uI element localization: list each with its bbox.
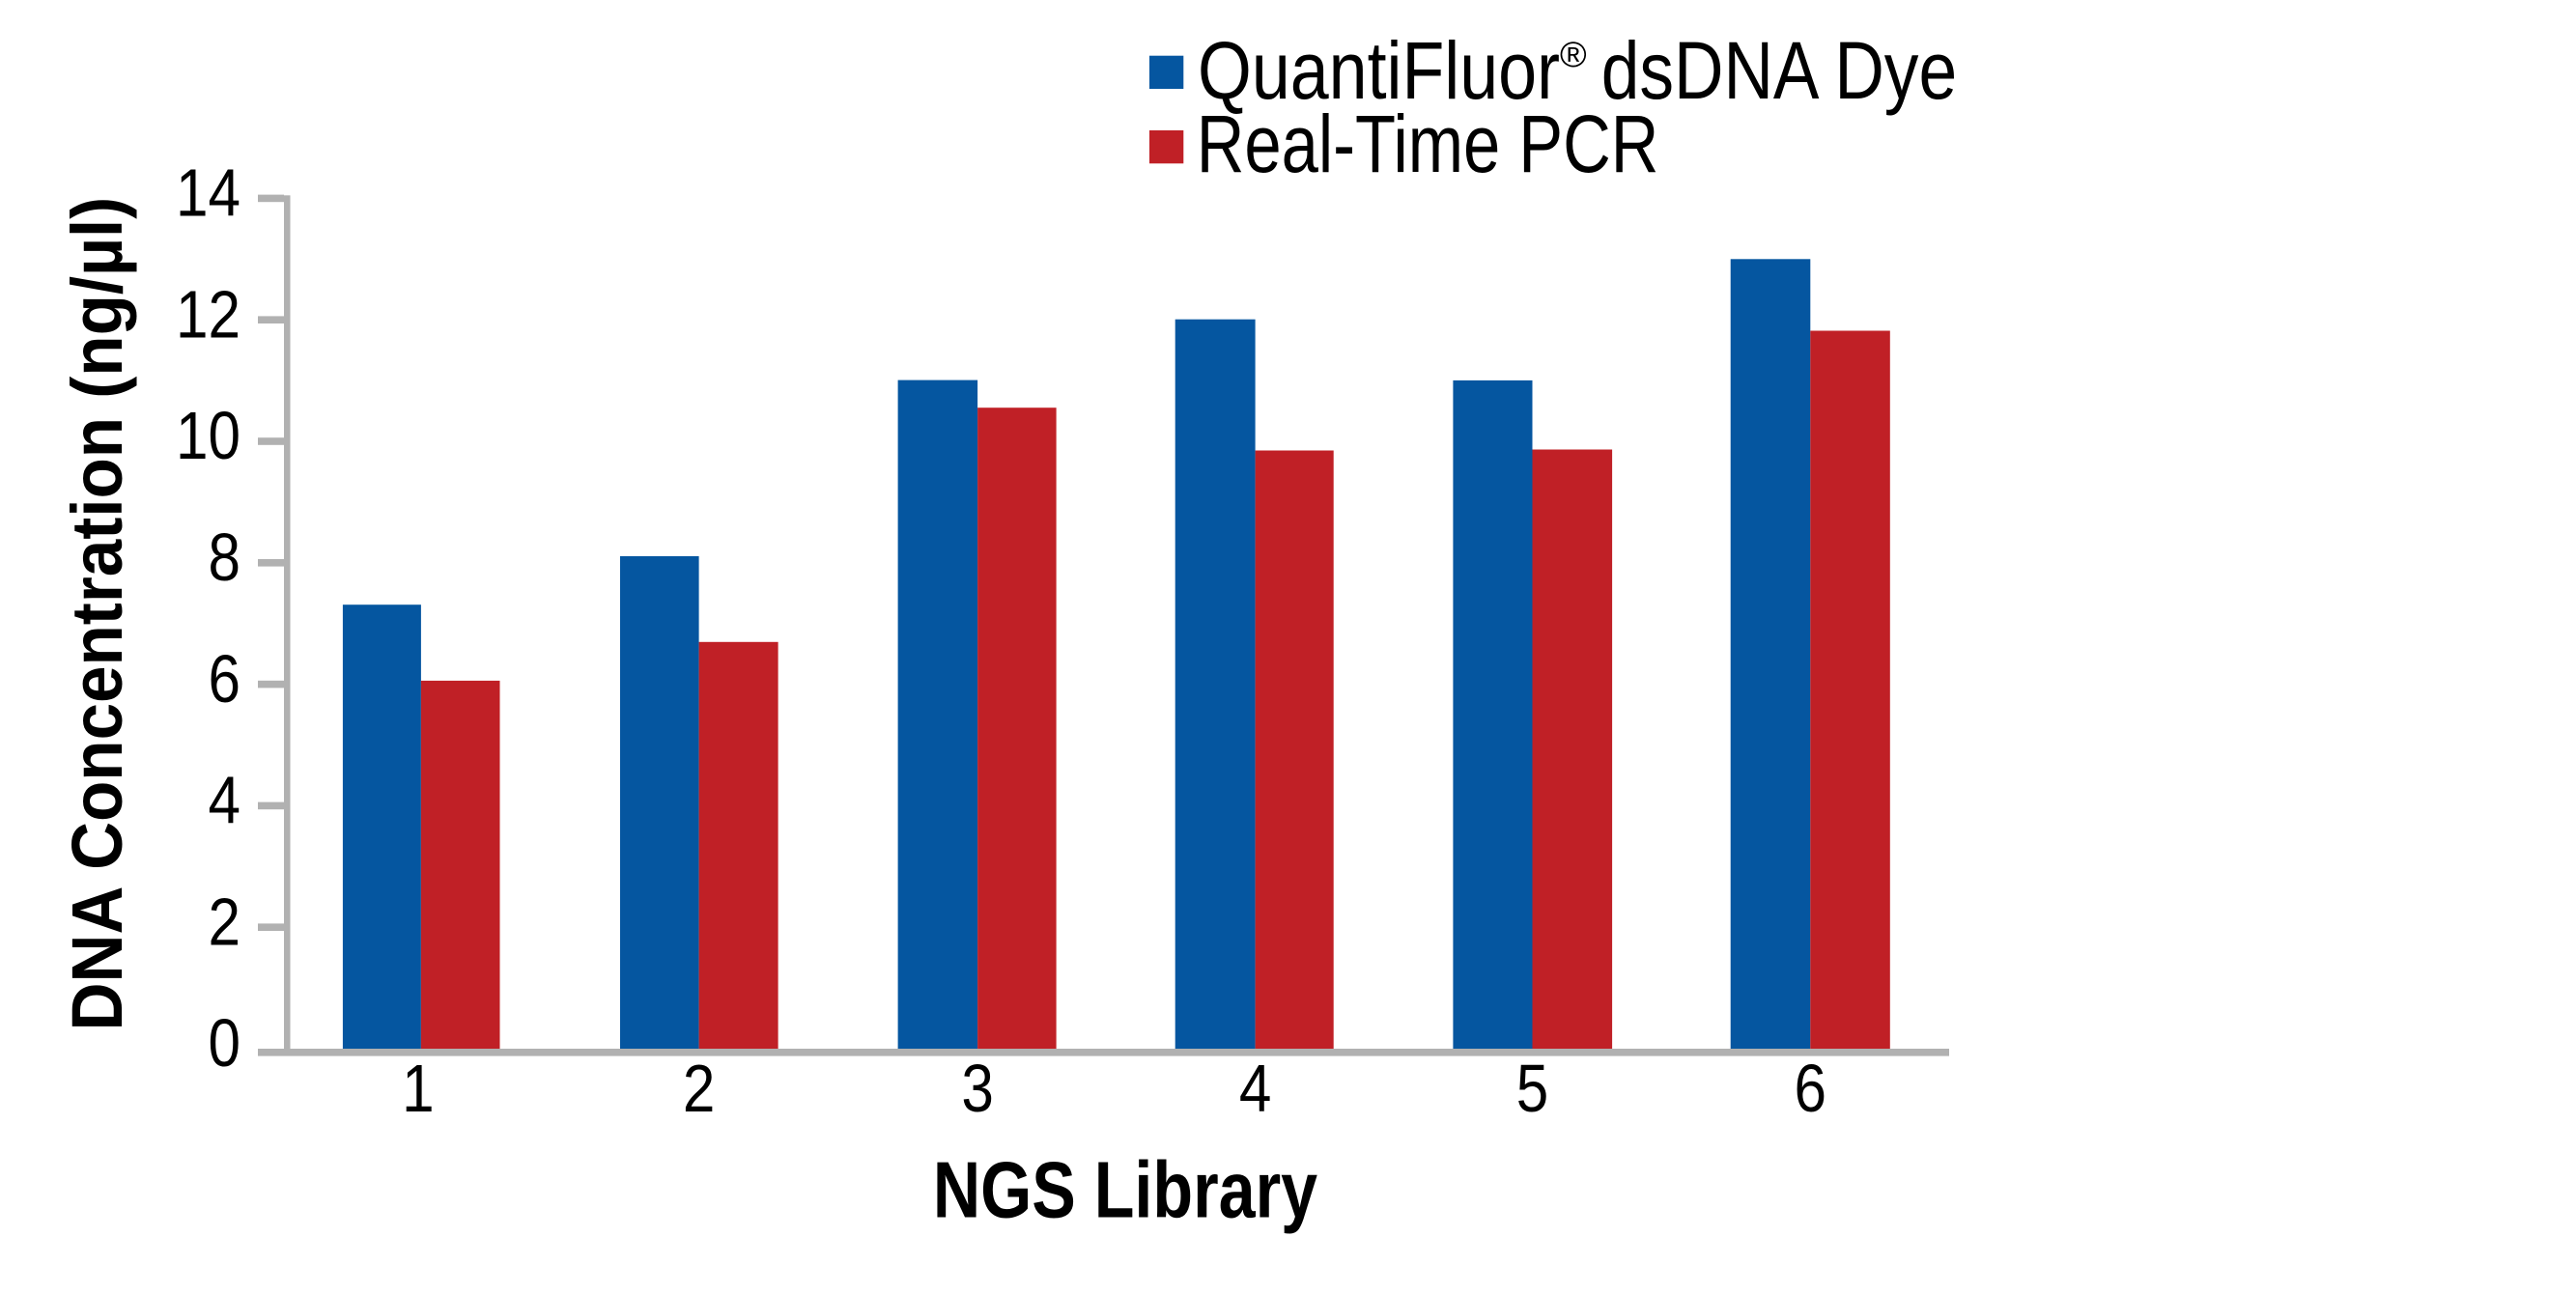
svg-text:0: 0 <box>209 1005 241 1081</box>
svg-text:®: ® <box>1560 34 1587 74</box>
svg-text:QuantiFluor: QuantiFluor <box>1198 25 1560 116</box>
svg-text:dsDNA Dye: dsDNA Dye <box>1601 25 1957 116</box>
svg-text:DNA Concentration (ng/µl): DNA Concentration (ng/µl) <box>57 197 137 1031</box>
svg-text:5: 5 <box>1516 1051 1548 1126</box>
svg-text:1: 1 <box>402 1051 434 1126</box>
svg-text:8: 8 <box>209 520 241 595</box>
svg-text:14: 14 <box>176 155 241 230</box>
svg-text:Real-Time PCR: Real-Time PCR <box>1197 98 1659 189</box>
svg-text:6: 6 <box>1795 1051 1826 1126</box>
svg-text:2: 2 <box>683 1051 715 1126</box>
svg-text:12: 12 <box>176 276 241 351</box>
svg-text:3: 3 <box>961 1051 993 1126</box>
svg-text:NGS Library: NGS Library <box>933 1145 1317 1235</box>
svg-text:6: 6 <box>209 641 241 717</box>
svg-text:2: 2 <box>209 884 241 959</box>
svg-text:10: 10 <box>176 398 241 473</box>
svg-text:4: 4 <box>209 762 241 837</box>
svg-text:4: 4 <box>1239 1051 1271 1126</box>
